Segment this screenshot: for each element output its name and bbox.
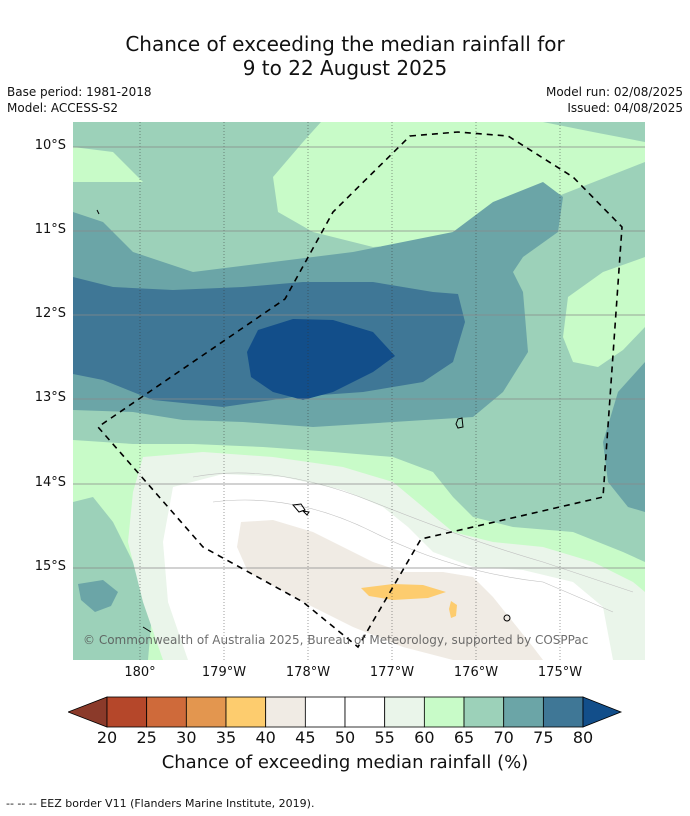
lat-label: 10°S: [34, 138, 66, 153]
eez-footnote: -- -- -- EEZ border V11 (Flanders Marine…: [6, 797, 315, 810]
zone-35-40-b: [449, 601, 457, 618]
colorbar-segment: [146, 696, 187, 728]
model-run: Model run: 02/08/2025: [545, 85, 683, 99]
colorbar-tick-label: 75: [533, 728, 554, 747]
colorbar-tick-label: 50: [334, 728, 356, 747]
colorbar-segment: [384, 696, 425, 728]
lat-label: 11°S: [34, 222, 66, 237]
colorbar-tick-label: 60: [414, 728, 435, 747]
chart-title-line1: Chance of exceeding the median rainfall …: [125, 32, 565, 56]
eez-border: [96, 131, 623, 649]
rainfall-map: [73, 122, 645, 660]
colorbar-title: Chance of exceeding median rainfall (%): [161, 752, 529, 773]
map-copyright: © Commonwealth of Australia 2025, Bureau…: [83, 633, 589, 647]
colorbar-segment: [542, 696, 584, 728]
issued-date: Issued: 04/08/2025: [567, 101, 683, 115]
island: [301, 510, 310, 516]
zone-70-75-east: [603, 362, 645, 512]
colorbar-tick-label: 20: [96, 728, 118, 747]
zone-70-75-southwest: [78, 580, 118, 612]
colorbar-tick-label: 35: [215, 728, 237, 747]
island: [96, 209, 100, 215]
lat-label: 13°S: [34, 390, 66, 405]
zone-65-70-southwest: [73, 497, 153, 660]
lat-label: 14°S: [34, 475, 66, 490]
colorbar-tick-label: 65: [453, 728, 475, 747]
colorbar-segment: [106, 696, 148, 728]
colorbar-tick-label: 80: [572, 728, 594, 747]
lon-label: 175°W: [537, 665, 583, 680]
lat-label: 15°S: [34, 559, 66, 574]
island: [455, 417, 464, 429]
lon-label: 180°: [124, 665, 156, 680]
lat-label: 12°S: [34, 306, 66, 321]
colorbar: [68, 696, 623, 728]
colorbar-segment: [344, 696, 386, 728]
model-name: Model: ACCESS-S2: [7, 101, 119, 115]
colorbar-tick-label: 25: [136, 728, 157, 747]
zone-60-65-topleft: [73, 147, 143, 182]
colorbar-tick-label: 30: [176, 728, 197, 747]
colorbar-tick-label: 70: [493, 728, 514, 747]
contour-line: [192, 472, 634, 593]
colorbar-tick-label: 45: [295, 728, 316, 747]
zone-60-65-east: [563, 257, 645, 367]
zone-60-65-top: [273, 122, 645, 247]
colorbar-segment: [304, 696, 346, 728]
lon-label: 177°W: [369, 665, 415, 680]
colorbar-extend-low: [68, 696, 108, 728]
island: [503, 614, 511, 622]
island: [142, 626, 152, 633]
colorbar-segment: [503, 696, 544, 728]
lon-label: 179°W: [201, 665, 247, 680]
island: [292, 503, 306, 513]
zone-gt80: [247, 319, 395, 400]
colorbar-segment: [265, 696, 306, 728]
colorbar-segment: [423, 696, 465, 728]
colorbar-segment: [185, 696, 227, 728]
base-period: Base period: 1981-2018: [7, 85, 152, 99]
contour-line: [212, 499, 614, 613]
colorbar-extend-high: [582, 696, 623, 728]
colorbar-tick-label: 55: [374, 728, 395, 747]
lon-label: 176°W: [453, 665, 499, 680]
chart-title-line2: 9 to 22 August 2025: [242, 56, 448, 80]
zone-35-40-a: [361, 584, 446, 600]
lon-label: 178°W: [285, 665, 331, 680]
colorbar-segment: [225, 696, 267, 728]
colorbar-segment: [463, 696, 505, 728]
colorbar-tick-label: 40: [255, 728, 276, 747]
